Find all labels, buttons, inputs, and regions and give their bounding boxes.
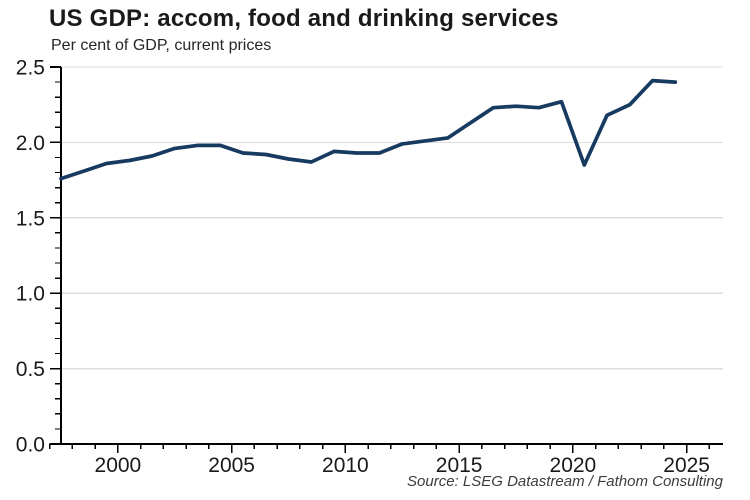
y-tick-label: 2.0: [16, 132, 45, 155]
y-tick-label: 1.5: [16, 207, 45, 230]
x-tick-label: 2025: [663, 454, 710, 477]
x-tick-label: 2000: [95, 454, 142, 477]
y-axis-ticks: 0.0 0.5 1.0 1.5 2.0 2.5: [16, 57, 61, 457]
x-tick-label: 2005: [208, 454, 255, 477]
x-tick-label: 2015: [436, 454, 483, 477]
gridlines: [61, 66, 723, 370]
y-tick-label: 1.0: [16, 283, 45, 306]
chart-subtitle: Per cent of GDP, current prices: [51, 37, 272, 54]
y-tick-label: 0.5: [16, 358, 45, 381]
x-tick-label: 2020: [550, 454, 597, 477]
chart-title: US GDP: accom, food and drinking service…: [49, 5, 559, 32]
y-tick-label: 2.5: [16, 57, 45, 80]
y-tick-label: 0.0: [16, 434, 45, 457]
gdp-share-line: [59, 78, 678, 181]
x-axis-ticks: 2000 2005 2010 2015 2020 2025: [48, 444, 711, 477]
axes: [49, 67, 723, 445]
source-credit: Source: LSEG Datastream / Fathom Consult…: [407, 473, 723, 490]
x-tick-label: 2010: [322, 454, 369, 477]
